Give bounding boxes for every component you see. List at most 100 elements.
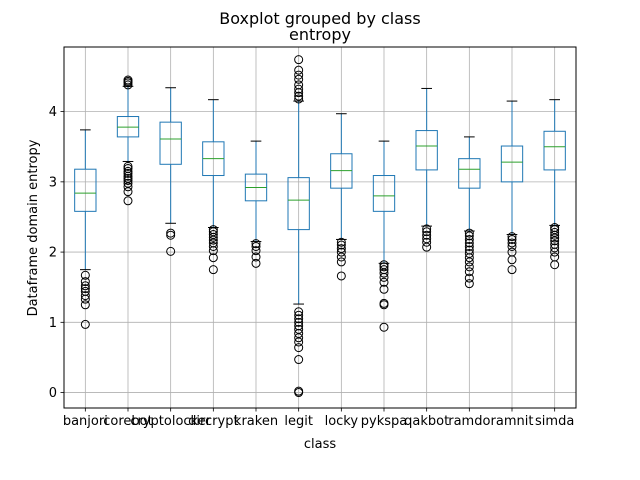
x-tick-label-cryptolocker: cryptolocker bbox=[130, 414, 211, 429]
flier-point bbox=[208, 225, 218, 235]
box-corebot bbox=[116, 75, 140, 206]
box-iqr bbox=[458, 158, 481, 189]
flier-point bbox=[464, 273, 474, 283]
flier-point bbox=[166, 230, 176, 240]
flier-point bbox=[464, 241, 474, 251]
flier-point bbox=[251, 239, 261, 249]
flier-point bbox=[208, 241, 218, 251]
flier-point bbox=[80, 270, 90, 280]
flier-point bbox=[294, 307, 304, 317]
x-tick-label-kraken: kraken bbox=[234, 414, 278, 429]
flier-point bbox=[123, 161, 133, 171]
flier-point bbox=[336, 240, 346, 250]
flier-point bbox=[251, 241, 261, 251]
flier-point bbox=[294, 317, 304, 327]
x-tick-label-simda: simda bbox=[535, 414, 574, 429]
flier-point bbox=[550, 243, 560, 253]
x-tick-label-dircrypt: dircrypt bbox=[188, 414, 238, 429]
flier-point bbox=[550, 227, 560, 237]
plot-frame bbox=[63, 46, 577, 409]
flier-point bbox=[294, 65, 304, 75]
flier-point bbox=[294, 314, 304, 324]
flier-point bbox=[464, 267, 474, 277]
box-iqr bbox=[500, 145, 524, 183]
x-tick-label-pykspa: pykspa bbox=[361, 414, 407, 429]
flier-point bbox=[294, 74, 304, 84]
flier-point bbox=[294, 70, 304, 80]
box-iqr bbox=[543, 130, 566, 171]
box-iqr bbox=[159, 121, 182, 165]
flier-point bbox=[336, 247, 346, 257]
flier-point bbox=[80, 300, 90, 310]
flier-point bbox=[550, 252, 560, 262]
box-series bbox=[74, 55, 566, 398]
y-tick-label: 1 bbox=[49, 316, 57, 331]
flier-point bbox=[464, 248, 474, 258]
box-banjori bbox=[74, 129, 97, 329]
flier-point bbox=[80, 281, 90, 291]
flier-point bbox=[251, 246, 261, 256]
flier-point bbox=[507, 238, 517, 248]
flier-point bbox=[464, 245, 474, 255]
box-locky bbox=[330, 113, 353, 281]
flier-point bbox=[464, 234, 474, 244]
flier-point bbox=[80, 286, 90, 296]
flier-point bbox=[208, 253, 218, 263]
flier-point bbox=[123, 75, 133, 85]
x-tick-label-corebot: corebot bbox=[103, 414, 152, 429]
box-simda bbox=[543, 99, 566, 270]
x-tick-label-ramdo: ramdo bbox=[448, 414, 490, 429]
x-tick-label-locky: locky bbox=[325, 414, 359, 429]
flier-point bbox=[550, 223, 560, 232]
flier-point bbox=[336, 257, 346, 267]
flier-point bbox=[294, 84, 304, 94]
flier-point bbox=[379, 262, 389, 272]
flier-point bbox=[80, 277, 90, 287]
flier-point bbox=[550, 239, 560, 249]
flier-point bbox=[80, 319, 90, 329]
y-tick-label: 0 bbox=[49, 386, 57, 401]
flier-point bbox=[123, 164, 133, 174]
flier-point bbox=[251, 258, 261, 268]
figure-suptitle: Boxplot grouped by class bbox=[219, 9, 420, 28]
x-axis-ticks: banjoricorebotcryptolockerdircryptkraken… bbox=[63, 408, 574, 429]
flier-point bbox=[294, 91, 304, 101]
x-tick-label-legit: legit bbox=[284, 414, 313, 429]
flier-point bbox=[507, 232, 517, 242]
box-cryptolocker bbox=[159, 87, 182, 256]
y-axis-ticks: 0 1 2 3 4 bbox=[49, 105, 64, 401]
flier-point bbox=[294, 355, 304, 365]
flier-point bbox=[123, 178, 133, 188]
flier-point bbox=[507, 265, 517, 275]
box-ramdo bbox=[458, 136, 481, 289]
flier-point bbox=[294, 321, 304, 331]
flier-point bbox=[464, 238, 474, 248]
y-tick-label: 3 bbox=[49, 175, 57, 190]
flier-point bbox=[379, 277, 389, 287]
flier-point bbox=[80, 284, 90, 294]
flier-point bbox=[208, 227, 218, 237]
flier-point bbox=[294, 80, 304, 90]
flier-point bbox=[123, 196, 133, 206]
flier-point bbox=[550, 225, 560, 235]
flier-point bbox=[379, 322, 389, 332]
flier-point bbox=[294, 94, 304, 104]
flier-point bbox=[294, 310, 304, 320]
box-dircrypt bbox=[202, 99, 225, 275]
flier-point bbox=[166, 228, 176, 238]
y-tick-label: 4 bbox=[49, 105, 57, 120]
box-qakbot bbox=[415, 87, 438, 252]
x-tick-label-ramnit: ramnit bbox=[491, 414, 534, 429]
flier-point bbox=[507, 234, 517, 244]
box-ramnit bbox=[500, 100, 524, 275]
flier-point bbox=[336, 244, 346, 254]
box-iqr bbox=[415, 130, 438, 171]
y-axis-label: Dataframe domain entropy bbox=[26, 139, 41, 316]
axes-title: entropy bbox=[289, 25, 351, 44]
flier-point bbox=[294, 343, 304, 353]
flier-point bbox=[208, 230, 218, 240]
flier-point bbox=[123, 166, 133, 176]
box-pykspa bbox=[372, 140, 396, 332]
flier-point bbox=[422, 230, 432, 240]
